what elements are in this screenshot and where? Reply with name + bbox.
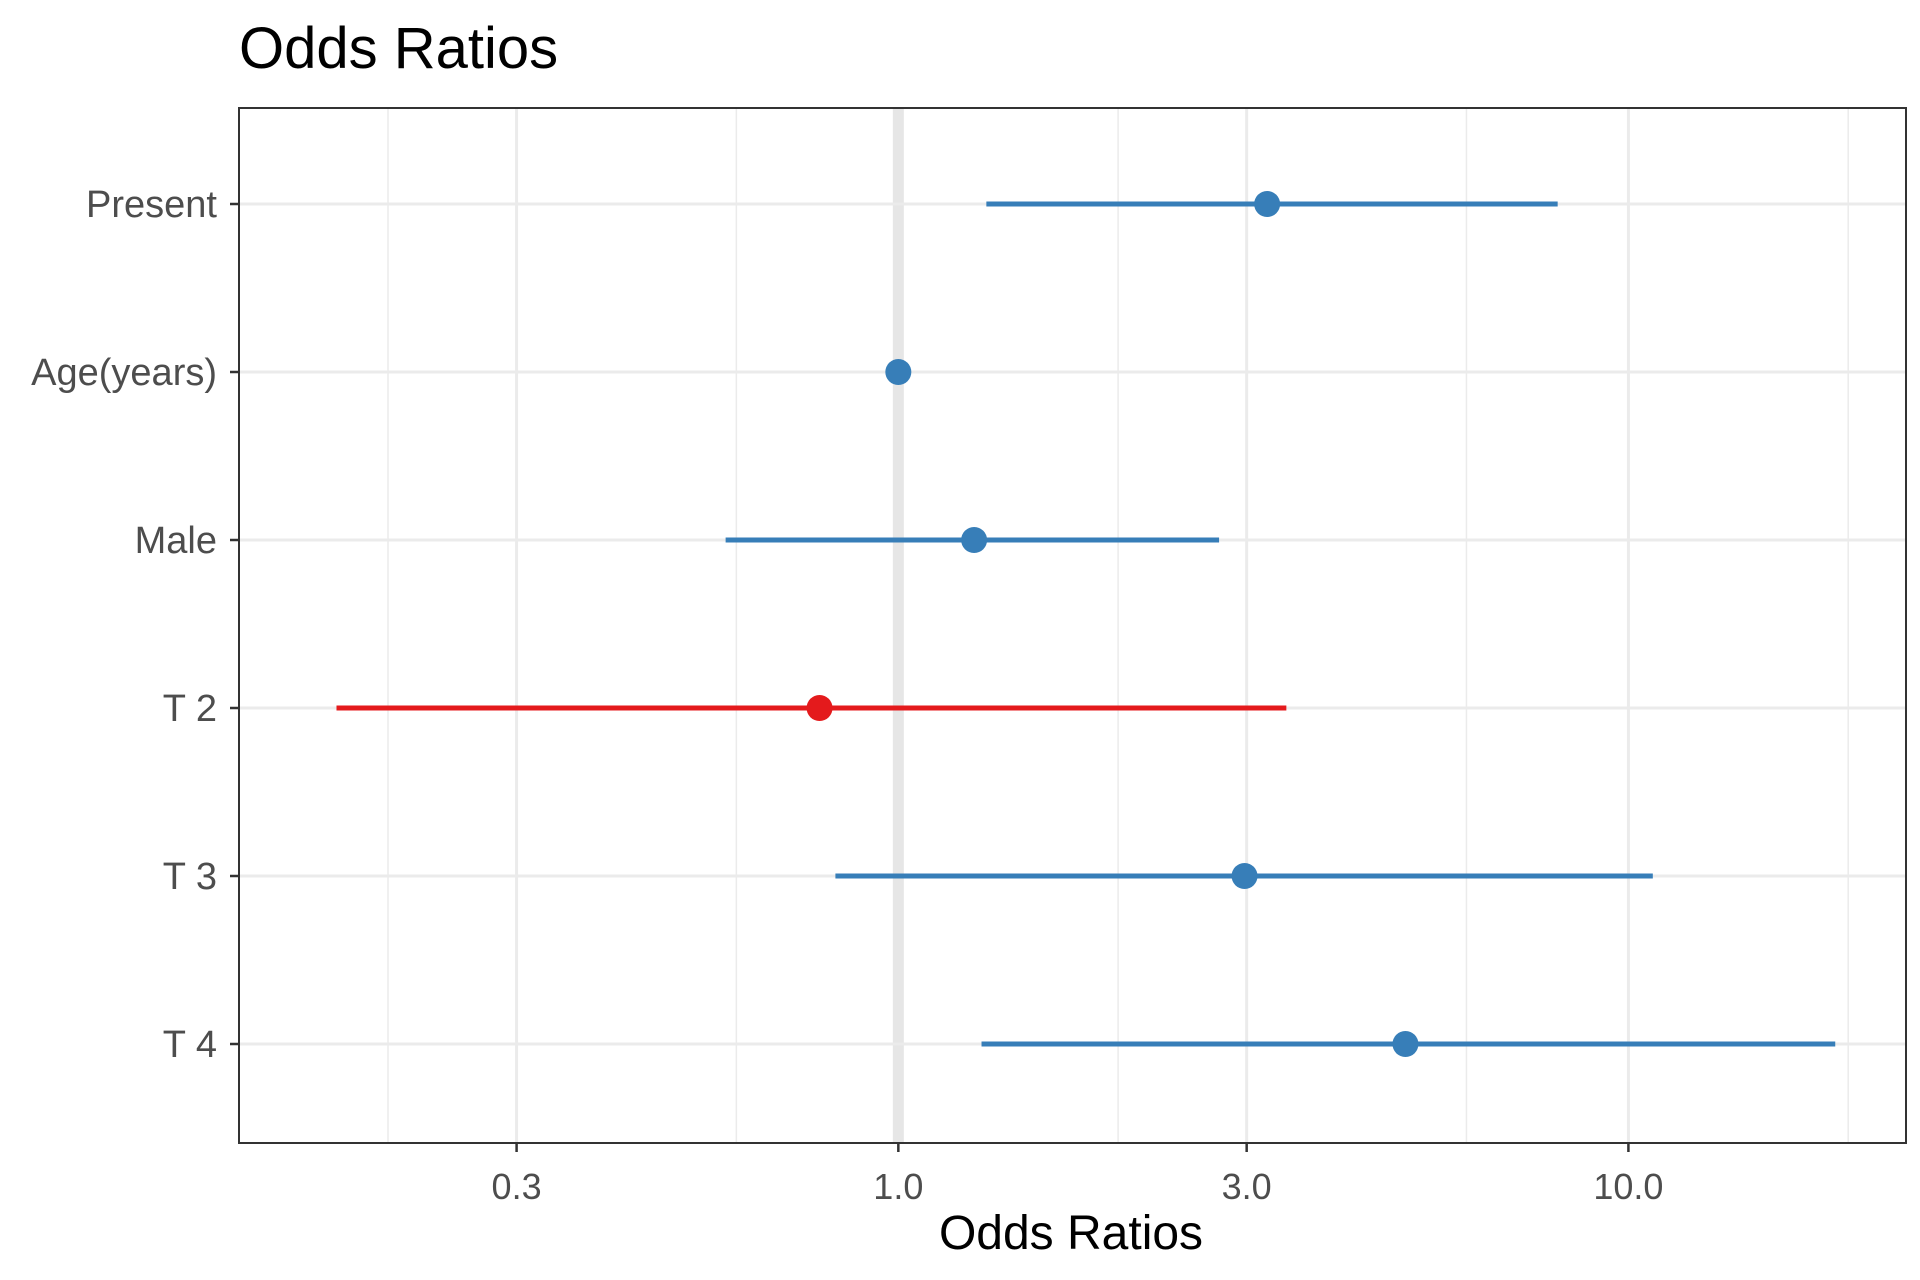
point-estimate-1 xyxy=(885,359,912,385)
point-estimate-2 xyxy=(961,527,988,553)
y-tick-label-1: Age(years) xyxy=(31,352,217,394)
major-gridlines xyxy=(239,108,1906,1143)
point-estimate-3 xyxy=(806,695,833,721)
point-estimate-4 xyxy=(1231,863,1258,889)
minor-gridlines xyxy=(387,108,1849,1143)
point-estimates xyxy=(806,191,1419,1057)
chart-title: Odds Ratios xyxy=(239,16,559,81)
x-tick-label-0: 0.3 xyxy=(492,1166,542,1207)
point-estimate-0 xyxy=(1254,191,1281,217)
x-tick-label-2: 3.0 xyxy=(1222,1166,1272,1207)
y-tick-label-0: Present xyxy=(86,184,217,226)
y-tick-label-3: T 2 xyxy=(163,688,217,730)
y-tick-label-5: T 4 xyxy=(163,1024,217,1066)
y-tick-label-2: Male xyxy=(135,520,217,562)
point-estimate-5 xyxy=(1392,1031,1419,1057)
x-axis: 0.3 1.0 3.0 10.0 xyxy=(492,1143,1663,1207)
y-tick-label-4: T 3 xyxy=(163,856,217,898)
x-axis-label: Odds Ratios xyxy=(938,1207,1204,1260)
panel-border xyxy=(238,107,1907,1144)
y-axis: Present Age(years) Male T 2 T 3 T 4 xyxy=(31,184,239,1066)
x-tick-label-1: 1.0 xyxy=(873,1166,923,1207)
confidence-intervals xyxy=(336,201,1836,1047)
x-tick-label-3: 10.0 xyxy=(1593,1166,1663,1207)
